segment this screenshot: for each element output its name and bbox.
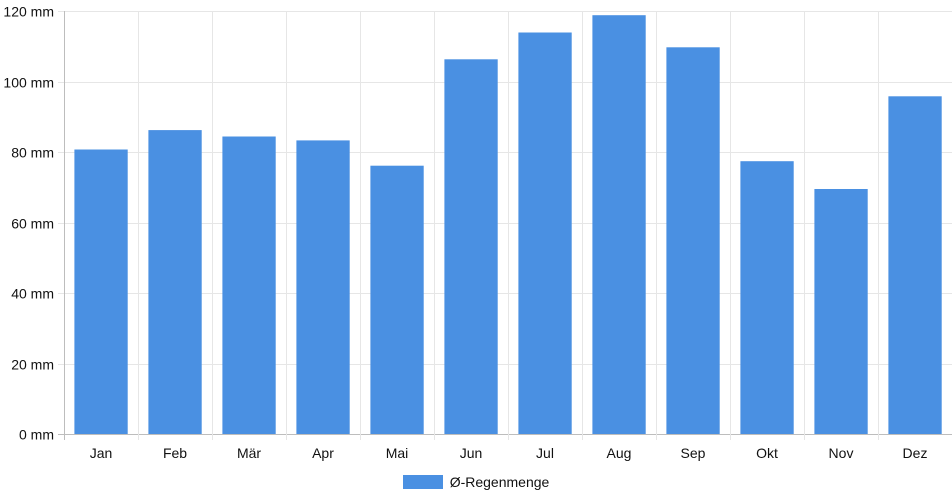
x-tick-label: Jan: [90, 445, 113, 461]
legend-swatch: [402, 475, 443, 489]
x-tick-label: Jun: [460, 445, 483, 461]
y-tick-label: 120 mm: [3, 4, 54, 20]
x-tick-label: Jul: [536, 445, 554, 461]
x-tick-label: Mär: [237, 445, 261, 461]
bar-sep[interactable]: [666, 47, 720, 435]
bar-dez[interactable]: [888, 96, 942, 435]
chart-canvas: 0 mm 20 mm 40 mm 60 mm 80 mm 100 mm 120 mm Jan F…: [3, 4, 952, 461]
y-tick-label: 100 mm: [3, 75, 54, 91]
legend-label: Ø-Regenmenge: [449, 474, 550, 490]
bar-jul[interactable]: [518, 32, 572, 435]
y-tick-label: 60 mm: [11, 216, 54, 232]
bar-jun[interactable]: [444, 59, 498, 435]
bar-apr[interactable]: [296, 140, 350, 434]
bar-feb[interactable]: [148, 130, 202, 434]
bar-jan[interactable]: [74, 149, 128, 435]
bar-nov[interactable]: [814, 189, 868, 434]
y-tick-label: 0 mm: [19, 427, 54, 443]
x-tick-label: Mai: [386, 445, 409, 461]
y-tick-label: 20 mm: [11, 357, 54, 373]
y-tick-label: 40 mm: [11, 286, 54, 302]
x-tick-label: Dez: [903, 445, 928, 461]
bar-aug[interactable]: [592, 15, 646, 434]
x-tick-label: Nov: [829, 445, 854, 461]
y-tick-label: 80 mm: [11, 145, 54, 161]
legend[interactable]: Ø-Regenmenge: [0, 472, 952, 492]
x-tick-label: Apr: [312, 445, 334, 461]
bar-mai[interactable]: [370, 165, 424, 434]
x-tick-label: Okt: [756, 445, 778, 461]
x-tick-label: Feb: [163, 445, 187, 461]
bar-okt[interactable]: [740, 161, 794, 434]
bar-mär[interactable]: [222, 136, 276, 435]
x-tick-label: Sep: [681, 445, 706, 461]
x-tick-label: Aug: [607, 445, 632, 461]
